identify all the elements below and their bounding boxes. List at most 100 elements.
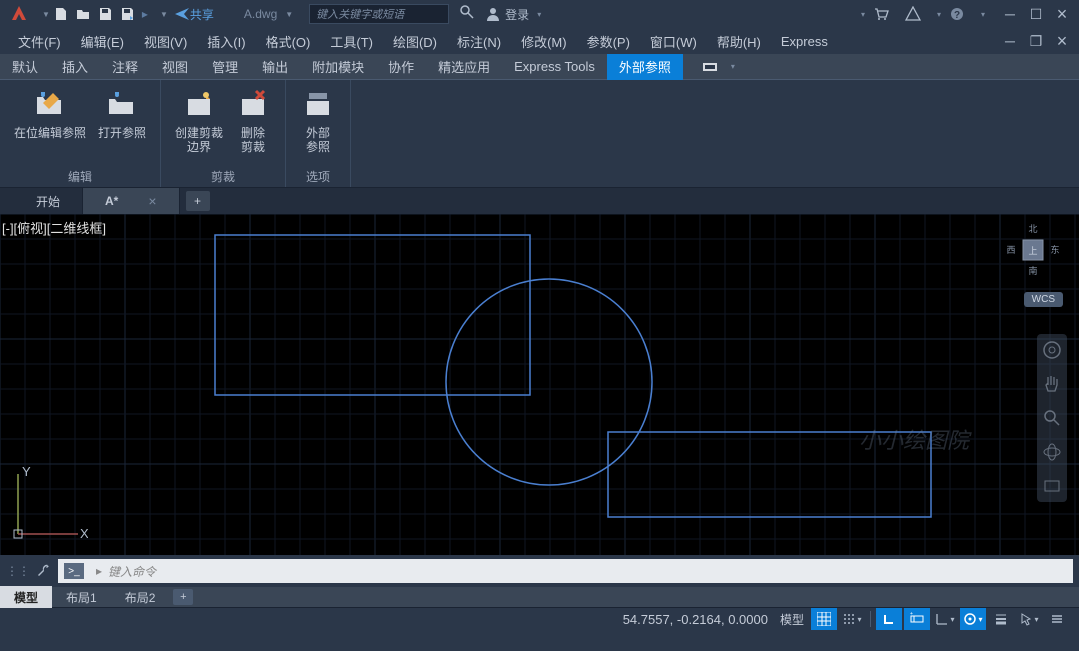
docname-arrow[interactable]: ▼ [285, 10, 293, 19]
tab-xref[interactable]: 外部参照 [607, 54, 683, 80]
app-logo[interactable] [10, 5, 28, 23]
exchange-arrow[interactable]: ▾ [861, 10, 865, 19]
xref-button[interactable]: 外部参照 [294, 84, 342, 166]
tab-featured[interactable]: 精选应用 [426, 54, 502, 80]
nav-showmotion-icon[interactable] [1042, 476, 1062, 496]
menu-tools[interactable]: 工具(T) [320, 28, 383, 54]
close-button[interactable]: × [1049, 4, 1075, 24]
cmd-grip-icon[interactable]: ⋮⋮ [6, 564, 30, 578]
status-osnap-icon[interactable]: ▾ [960, 608, 986, 630]
document-tabs: 开始 A* × + [0, 188, 1079, 214]
status-customize-icon[interactable] [1044, 608, 1070, 630]
tab-annotate[interactable]: 注释 [100, 54, 150, 80]
qat-customize-arrow[interactable]: ▼ [160, 10, 168, 19]
nav-orbit-icon[interactable] [1042, 442, 1062, 462]
tab-express-tools[interactable]: Express Tools [502, 54, 607, 80]
help-arrow[interactable]: ▾ [981, 10, 985, 19]
document-name: A.dwg [244, 7, 277, 21]
layout-tab-model[interactable]: 模型 [0, 586, 52, 608]
ribbon: 在位编辑参照 打开参照 编辑 创建剪裁边界 删除剪裁 剪裁 外部参照 [0, 80, 1079, 188]
login-arrow[interactable]: ▾ [537, 10, 541, 19]
status-grid-icon[interactable] [811, 608, 837, 630]
app-store-icon[interactable] [901, 2, 925, 26]
wcs-badge[interactable]: WCS [1024, 292, 1063, 307]
doc-minimize-button[interactable]: ─ [997, 31, 1023, 51]
qat-open-icon[interactable] [72, 3, 94, 25]
cmd-prompt-icon: >_ [64, 563, 84, 579]
svg-text:西: 西 [1006, 245, 1015, 255]
nav-zoom-icon[interactable] [1042, 408, 1062, 428]
layout-tab-2[interactable]: 布局2 [111, 586, 170, 608]
view-label[interactable]: [-][俯视][二维线框] [2, 218, 106, 237]
menu-view[interactable]: 视图(V) [134, 28, 197, 54]
app-store-arrow[interactable]: ▾ [937, 10, 941, 19]
ribbon-tabbar: 默认 插入 注释 视图 管理 输出 附加模块 协作 精选应用 Express T… [0, 54, 1079, 80]
qat-new-icon[interactable] [50, 3, 72, 25]
status-dyninput-icon[interactable]: + [904, 608, 930, 630]
nav-pan-icon[interactable] [1042, 374, 1062, 394]
login-button[interactable]: 登录 [485, 6, 529, 23]
maximize-button[interactable]: ☐ [1023, 4, 1049, 24]
cart-icon[interactable] [869, 2, 893, 26]
open-ref-button[interactable]: 打开参照 [92, 84, 152, 166]
edit-ref-in-place-button[interactable]: 在位编辑参照 [8, 84, 92, 166]
tab-insert[interactable]: 插入 [50, 54, 100, 80]
menu-modify[interactable]: 修改(M) [511, 28, 577, 54]
menu-dimension[interactable]: 标注(N) [447, 28, 511, 54]
qat-separator: ▸ [142, 7, 148, 21]
qat-saveas-icon[interactable] [116, 3, 138, 25]
menu-draw[interactable]: 绘图(D) [383, 28, 447, 54]
tab-output[interactable]: 输出 [250, 54, 300, 80]
menu-insert[interactable]: 插入(I) [197, 28, 255, 54]
layout-tab-1[interactable]: 布局1 [52, 586, 111, 608]
svg-text:东: 东 [1050, 244, 1059, 255]
coordinates[interactable]: 54.7557, -0.2164, 0.0000 [623, 612, 768, 627]
tab-view[interactable]: 视图 [150, 54, 200, 80]
menu-format[interactable]: 格式(O) [256, 28, 321, 54]
titlebar: ▼ ▸ ▼ 共享 A.dwg ▼ 键入关键字或短语 登录 ▾ ▾ ▾ ? ▾ ─… [0, 0, 1079, 28]
panel-view-toggle[interactable]: ▾ [703, 61, 735, 73]
status-snap-icon[interactable]: ▾ [839, 608, 865, 630]
share-button[interactable]: 共享 [174, 6, 214, 23]
nav-bar [1037, 334, 1067, 502]
delete-clip-button[interactable]: 删除剪裁 [229, 84, 277, 166]
search-input[interactable]: 键入关键字或短语 [309, 4, 449, 24]
search-icon[interactable] [459, 4, 475, 25]
menu-express[interactable]: Express [771, 28, 838, 54]
login-label: 登录 [505, 6, 529, 23]
help-icon[interactable]: ? [945, 2, 969, 26]
qat-save-icon[interactable] [94, 3, 116, 25]
create-clip-button[interactable]: 创建剪裁边界 [169, 84, 229, 166]
menu-window[interactable]: 窗口(W) [640, 28, 707, 54]
drawing-canvas[interactable]: [-][俯视][二维线框] 小小绘图院 Y X 上 北 南 西 东 WCS [0, 214, 1079, 555]
tab-default[interactable]: 默认 [0, 54, 50, 80]
app-menu-arrow[interactable]: ▼ [42, 10, 50, 19]
doctab-close-icon[interactable]: × [148, 193, 156, 209]
nav-wheel-icon[interactable] [1042, 340, 1062, 360]
status-polar-icon[interactable]: ▾ [932, 608, 958, 630]
cmd-customize-icon[interactable] [36, 562, 52, 581]
viewcube[interactable]: 上 北 南 西 东 [1005, 222, 1061, 281]
minimize-button[interactable]: ─ [997, 4, 1023, 24]
menu-parametric[interactable]: 参数(P) [577, 28, 640, 54]
ucs-icon[interactable]: Y X [8, 464, 88, 547]
menu-edit[interactable]: 编辑(E) [71, 28, 134, 54]
doctab-start[interactable]: 开始 [14, 188, 83, 214]
doc-close-button[interactable]: × [1049, 31, 1075, 51]
menu-help[interactable]: 帮助(H) [707, 28, 771, 54]
cmd-history-arrow[interactable]: ▸ [96, 564, 102, 578]
tab-manage[interactable]: 管理 [200, 54, 250, 80]
menu-file[interactable]: 文件(F) [8, 28, 71, 54]
status-selection-icon[interactable]: ▾ [1016, 608, 1042, 630]
doctab-add-button[interactable]: + [186, 191, 210, 211]
tab-addins[interactable]: 附加模块 [300, 54, 376, 80]
command-input[interactable]: >_ ▸ 键入命令 [58, 559, 1073, 583]
status-space-toggle[interactable]: 模型 [780, 611, 804, 628]
doc-restore-button[interactable]: ❐ [1023, 31, 1049, 51]
status-ortho-icon[interactable] [876, 608, 902, 630]
layout-add-button[interactable]: + [173, 589, 193, 605]
doctab-a[interactable]: A* × [83, 188, 180, 214]
menubar: 文件(F) 编辑(E) 视图(V) 插入(I) 格式(O) 工具(T) 绘图(D… [0, 28, 1079, 54]
tab-collaborate[interactable]: 协作 [376, 54, 426, 80]
status-lineweight-icon[interactable] [988, 608, 1014, 630]
